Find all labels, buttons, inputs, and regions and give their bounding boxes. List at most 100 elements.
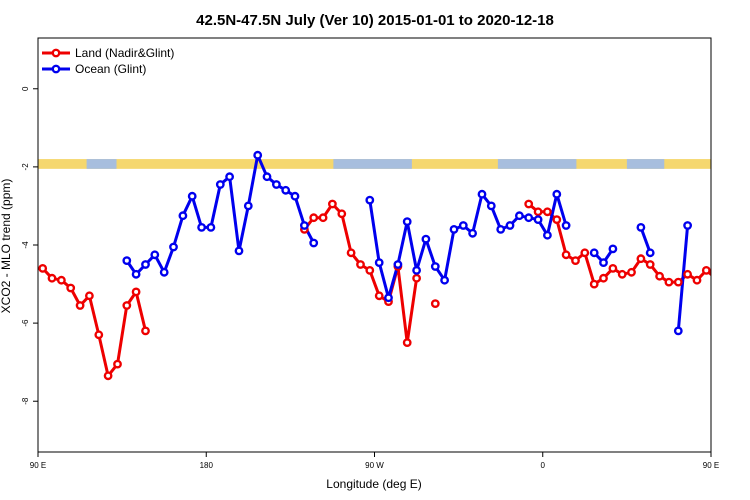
x-tick-label: 90 W: [365, 461, 384, 470]
data-point: [299, 221, 309, 230]
data-point: [664, 277, 674, 287]
data-point: [430, 262, 440, 271]
data-point: [103, 371, 113, 381]
data-point: [524, 213, 534, 223]
data-point: [608, 244, 618, 254]
data-point: [309, 213, 319, 223]
y-tick-label: -6: [21, 319, 30, 327]
data-point: [533, 207, 543, 217]
y-tick-label: -2: [21, 163, 30, 171]
y-axis: 0 -2 -4 -6 -8: [21, 86, 38, 405]
data-point: [561, 250, 571, 260]
series-line-1: [676, 225, 690, 332]
data-point: [141, 260, 150, 269]
data-point: [524, 199, 534, 209]
data-point: [543, 230, 552, 240]
x-tick-label: 90 E: [30, 461, 46, 470]
data-point: [402, 338, 412, 347]
x-axis: 90 E 180 90 W 0 90 E: [30, 452, 719, 470]
x-tick-label: 0: [541, 461, 546, 470]
series-line-1: [368, 192, 568, 300]
data-point: [197, 222, 207, 232]
y-tick-label: 0: [21, 86, 30, 91]
data-point: [655, 271, 664, 281]
data-point: [393, 260, 403, 269]
data-point: [627, 267, 636, 277]
data-point: [85, 291, 94, 301]
series-points: [38, 150, 711, 381]
data-point: [636, 222, 646, 232]
data-point: [589, 248, 599, 258]
x-tick-label: 90 E: [703, 461, 719, 470]
data-point: [701, 265, 711, 275]
data-point: [122, 256, 132, 265]
chart-title: 42.5N-47.5N July (Ver 10) 2015-01-01 to …: [196, 12, 554, 29]
data-point: [365, 265, 375, 275]
data-point: [234, 246, 244, 256]
data-point: [561, 221, 571, 230]
band-ocean-segment: [86, 159, 117, 169]
data-point: [412, 265, 421, 275]
data-point: [374, 258, 384, 267]
legend-marker: [51, 48, 61, 58]
data-point: [281, 185, 291, 195]
data-point: [440, 275, 449, 285]
data-point: [673, 277, 683, 287]
data-point: [262, 172, 272, 182]
data-point: [580, 248, 590, 258]
data-point: [458, 221, 468, 230]
data-point: [449, 224, 459, 234]
data-point: [599, 258, 608, 267]
band-ocean-segment: [626, 159, 665, 169]
legend-marker: [51, 64, 61, 74]
data-point: [468, 228, 477, 238]
data-point: [599, 273, 608, 283]
data-point: [505, 221, 515, 230]
data-point: [645, 248, 655, 258]
data-point: [365, 195, 375, 205]
data-point: [150, 250, 160, 260]
data-point: [346, 248, 356, 258]
data-point: [673, 326, 683, 336]
data-point: [337, 209, 347, 219]
data-point: [552, 189, 562, 199]
data-point: [515, 211, 524, 221]
data-point: [318, 213, 328, 223]
data-point: [683, 221, 692, 230]
data-point: [683, 269, 692, 279]
data-point: [571, 256, 580, 265]
data-point: [356, 260, 365, 269]
data-point: [543, 207, 552, 217]
data-point: [309, 238, 319, 248]
data-point: [430, 299, 440, 308]
data-point: [131, 287, 141, 297]
data-point: [253, 150, 263, 160]
legend: Land (Nadir&Glint) Ocean (Glint): [42, 46, 174, 76]
data-point: [496, 224, 506, 234]
data-point: [327, 199, 337, 209]
data-point: [384, 293, 393, 303]
surface-type-band: [38, 159, 711, 169]
y-tick-label: -8: [21, 397, 30, 405]
data-point: [169, 242, 178, 252]
data-point: [66, 283, 76, 293]
data-point: [215, 180, 225, 189]
data-point: [243, 201, 253, 211]
y-tick-label: -4: [21, 241, 30, 249]
legend-label: Ocean (Glint): [75, 62, 146, 76]
data-point: [131, 269, 141, 279]
band-ocean-segment: [497, 159, 577, 169]
data-point: [374, 291, 384, 301]
data-point: [608, 263, 618, 273]
legend-label: Land (Nadir&Glint): [75, 46, 174, 60]
data-point: [113, 359, 122, 369]
data-point: [412, 273, 421, 283]
data-point: [75, 301, 85, 310]
data-point: [421, 234, 431, 244]
data-point: [225, 172, 235, 182]
series-line-1: [639, 226, 652, 254]
data-point: [486, 201, 496, 211]
data-point: [206, 222, 216, 232]
data-point: [645, 260, 655, 269]
